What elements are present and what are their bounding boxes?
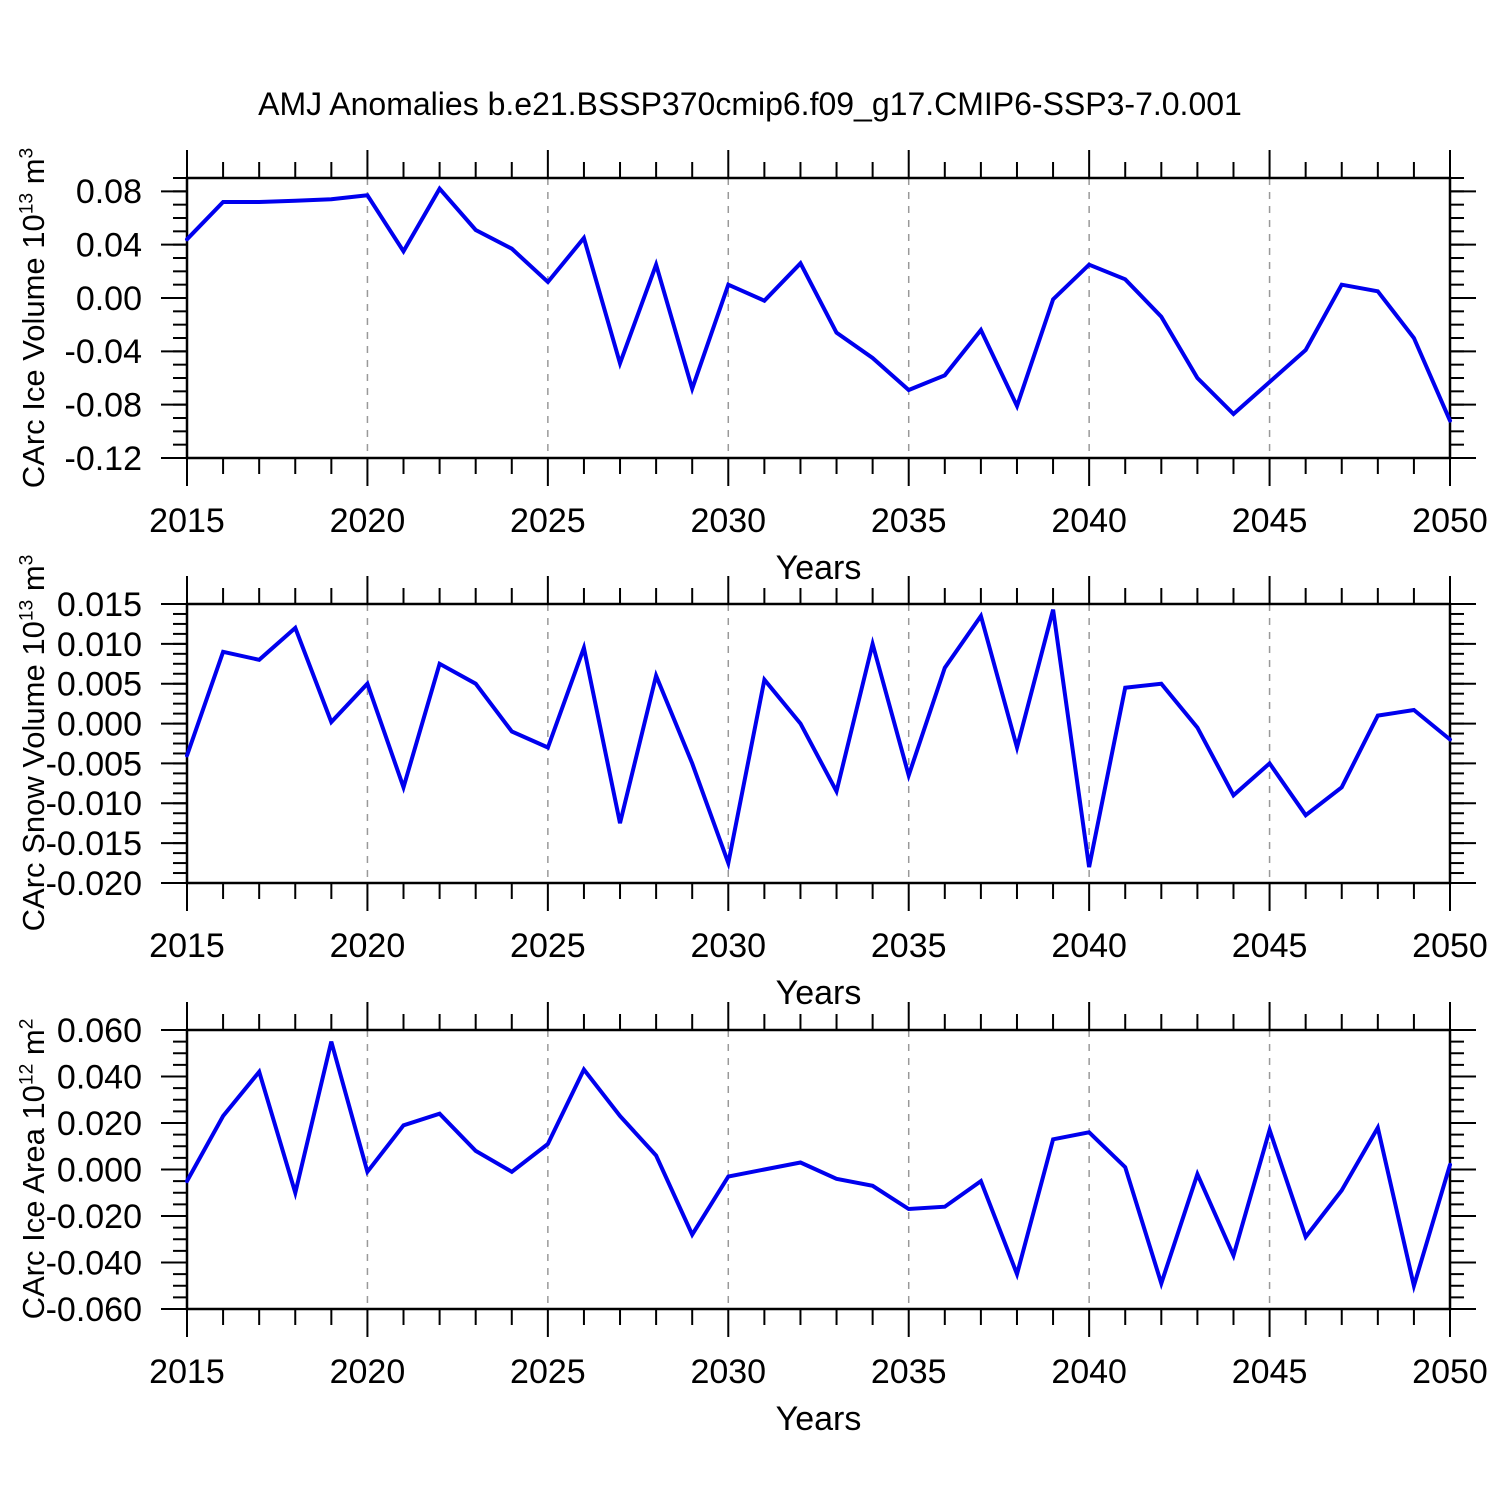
y-tick-label: -0.060 bbox=[46, 1291, 142, 1329]
x-tick-label: 2035 bbox=[871, 1353, 947, 1391]
x-tick-label: 2045 bbox=[1232, 1353, 1308, 1391]
x-axis-title: Years bbox=[776, 974, 862, 1012]
x-tick-label: 2025 bbox=[510, 927, 586, 965]
x-tick-label: 2030 bbox=[690, 1353, 766, 1391]
x-tick-label: 2030 bbox=[690, 502, 766, 540]
x-tick-label: 2025 bbox=[510, 502, 586, 540]
y-tick-label: -0.010 bbox=[46, 785, 142, 823]
x-tick-label: 2015 bbox=[149, 927, 225, 965]
y-tick-label: 0.04 bbox=[76, 227, 142, 265]
x-tick-label: 2035 bbox=[871, 502, 947, 540]
y-tick-label: 0.040 bbox=[57, 1058, 142, 1096]
x-tick-label: 2015 bbox=[149, 502, 225, 540]
y-tick-label: -0.040 bbox=[46, 1244, 142, 1282]
panel-ice-area: 0.0600.0400.0200.000-0.020-0.040-0.06020… bbox=[46, 1002, 1488, 1438]
series-line-ice-volume bbox=[185, 185, 1452, 423]
x-tick-label: 2020 bbox=[330, 927, 406, 965]
x-tick-label: 2045 bbox=[1232, 502, 1308, 540]
chart-title: AMJ Anomalies b.e21.BSSP370cmip6.f09_g17… bbox=[258, 86, 1242, 122]
y-tick-label: 0.000 bbox=[57, 1151, 142, 1189]
x-tick-label: 2035 bbox=[871, 927, 947, 965]
y-tick-label: 0.010 bbox=[57, 626, 142, 664]
y-tick-label: -0.015 bbox=[46, 825, 142, 863]
x-tick-label: 2020 bbox=[330, 1353, 406, 1391]
series-line-snow-volume bbox=[185, 609, 1452, 871]
y-tick-label: 0.015 bbox=[57, 586, 142, 624]
y-tick-label: 0.000 bbox=[57, 705, 142, 743]
x-tick-label: 2025 bbox=[510, 1353, 586, 1391]
x-tick-label: 2040 bbox=[1051, 927, 1127, 965]
plot-frame bbox=[185, 602, 1452, 885]
y-tick-label: 0.020 bbox=[57, 1105, 142, 1143]
x-tick-label: 2050 bbox=[1412, 502, 1488, 540]
x-tick-label: 2050 bbox=[1412, 927, 1488, 965]
x-tick-label: 2040 bbox=[1051, 1353, 1127, 1391]
x-axis-title: Years bbox=[776, 549, 862, 587]
y-tick-label: -0.12 bbox=[65, 440, 143, 478]
y-tick-label: 0.060 bbox=[57, 1012, 142, 1050]
x-tick-label: 2020 bbox=[330, 502, 406, 540]
x-tick-label: 2045 bbox=[1232, 927, 1308, 965]
panel-snow-volume: 0.0150.0100.0050.000-0.005-0.010-0.015-0… bbox=[46, 576, 1488, 1012]
y-tick-label: -0.005 bbox=[46, 745, 142, 783]
y-tick-label: -0.020 bbox=[46, 1198, 142, 1236]
x-axis-title: Years bbox=[776, 1400, 862, 1438]
y-tick-label: -0.08 bbox=[65, 387, 143, 425]
x-tick-label: 2040 bbox=[1051, 502, 1127, 540]
plot-frame bbox=[185, 176, 1452, 460]
x-tick-label: 2015 bbox=[149, 1353, 225, 1391]
x-tick-label: 2050 bbox=[1412, 1353, 1488, 1391]
y-tick-label: 0.00 bbox=[76, 280, 142, 318]
y-tick-label: -0.04 bbox=[65, 333, 143, 371]
y-tick-label: -0.020 bbox=[46, 865, 142, 903]
y-tick-label: 0.005 bbox=[57, 666, 142, 704]
y-tick-label: 0.08 bbox=[76, 173, 142, 211]
series-line-ice-area bbox=[185, 1041, 1452, 1294]
x-tick-label: 2030 bbox=[690, 927, 766, 965]
